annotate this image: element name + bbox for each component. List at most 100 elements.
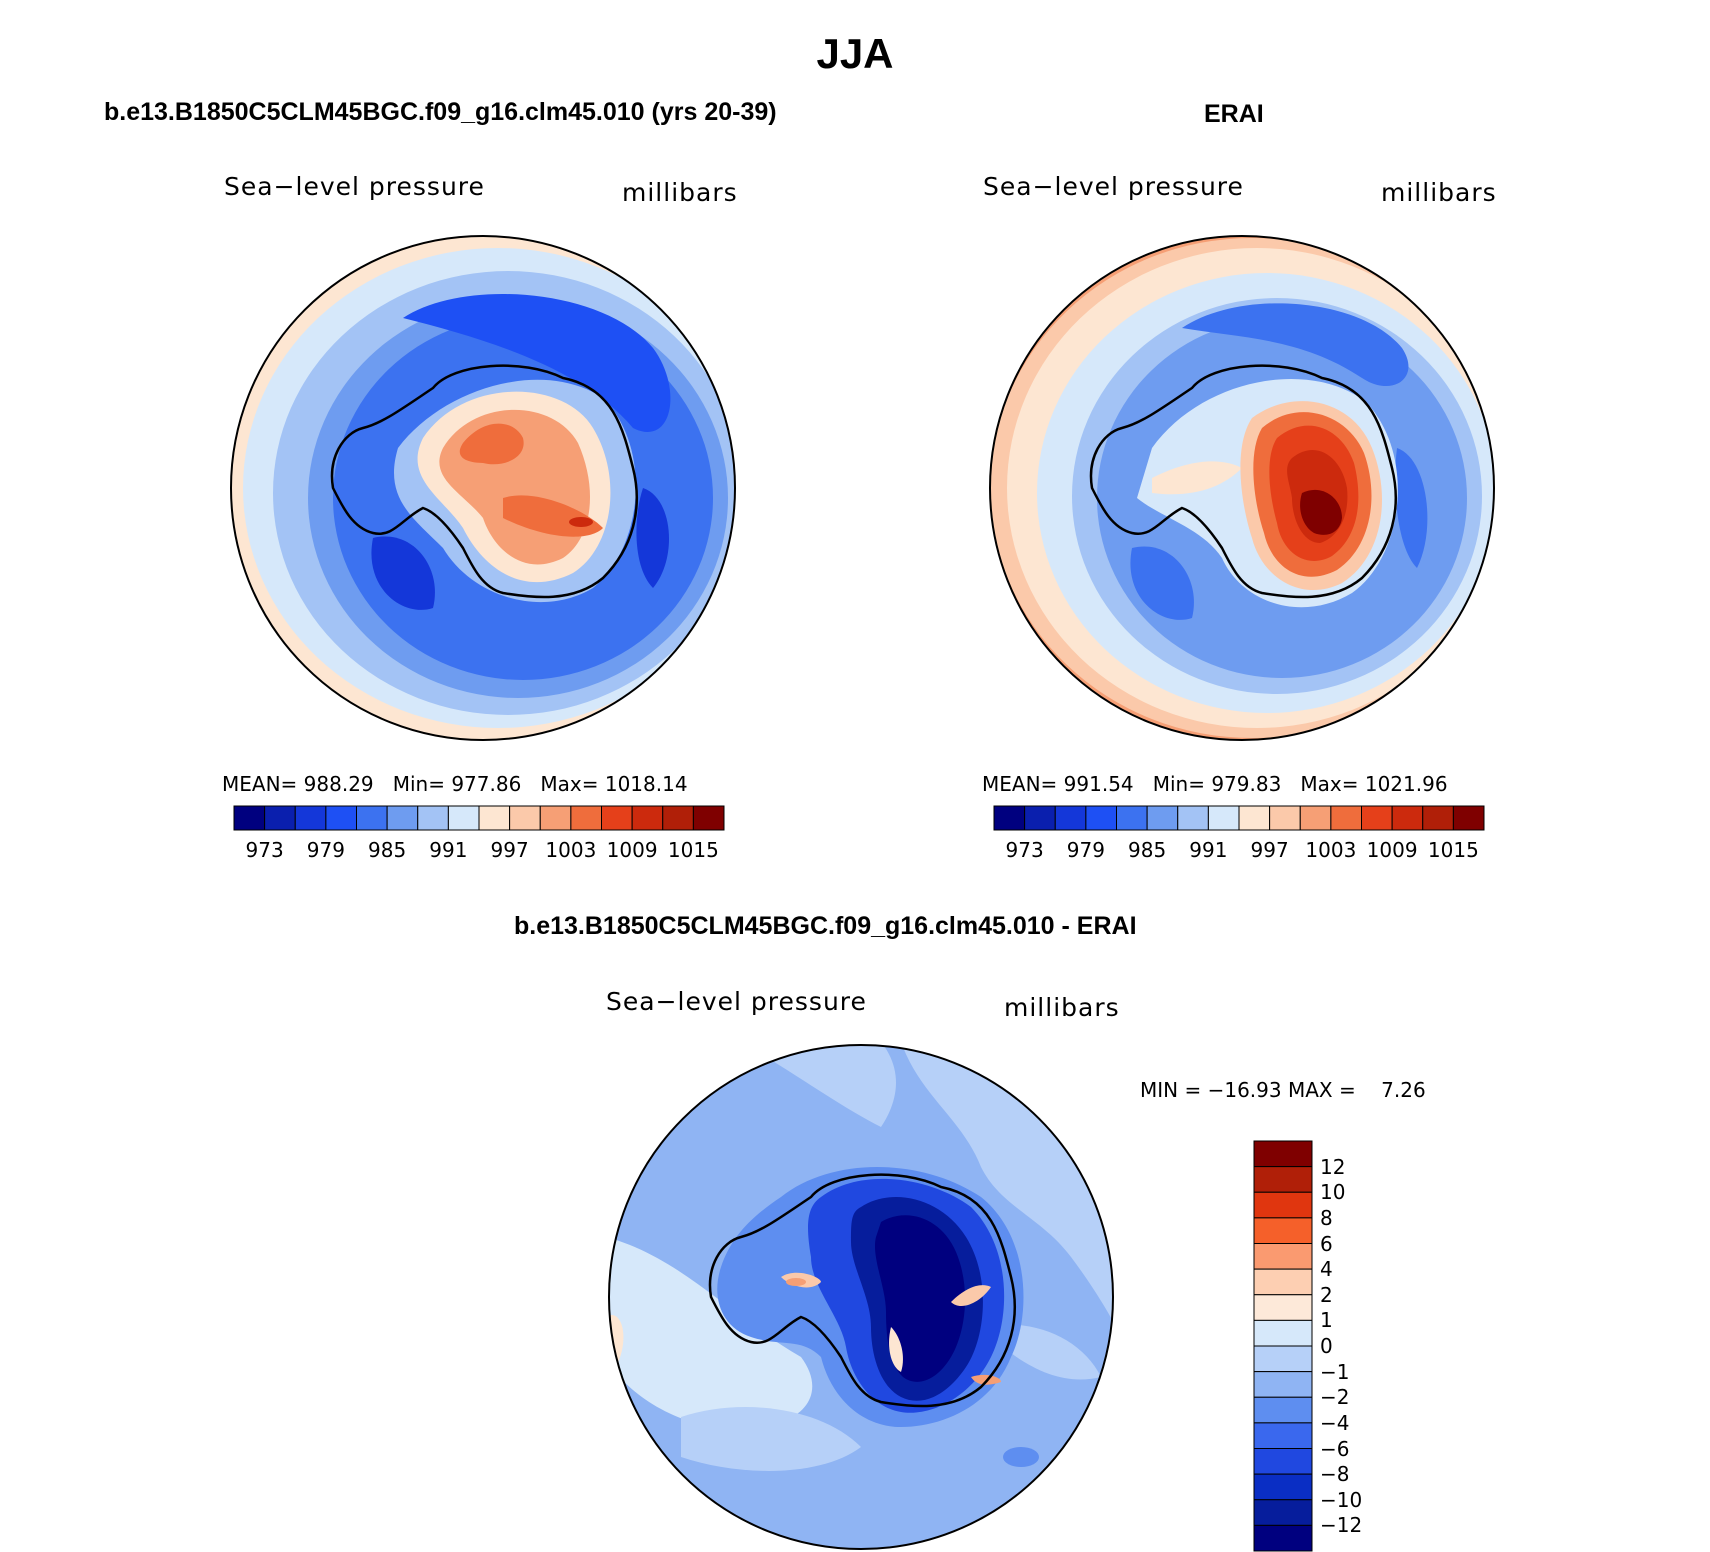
colorbar-tick-label: 973	[1005, 838, 1044, 862]
colorbar-swatch	[447, 805, 480, 831]
colorbar-swatch	[1253, 1217, 1313, 1244]
colorbar-swatch	[1253, 1294, 1313, 1321]
colorbar-swatch	[478, 805, 511, 831]
colorbar-tick-label: 1003	[545, 838, 597, 862]
colorbar-tick-label: −2	[1320, 1385, 1350, 1410]
colorbar-tick-label: −1	[1320, 1359, 1350, 1384]
colorbar-swatch	[1177, 805, 1209, 831]
colorbar-tick-label: 979	[1066, 838, 1105, 862]
colorbar-swatch	[417, 805, 449, 831]
units-label-obs: millibars	[1381, 178, 1497, 207]
variable-label-obs: Sea−level pressure	[983, 172, 1244, 201]
colorbar-tick-label: 991	[1189, 838, 1228, 862]
colorbar-swatch	[1253, 1345, 1313, 1373]
colorbar-tick-label: 997	[1250, 838, 1289, 862]
colorbar-tick-label: 12	[1320, 1154, 1346, 1179]
colorbar-tick-label: −12	[1320, 1513, 1363, 1538]
colorbar-swatch	[1253, 1396, 1313, 1424]
colorbar-tick-label: 1003	[1305, 838, 1357, 862]
panel-title-obs: ERAI	[1204, 100, 1264, 128]
colorbar-swatch	[1391, 805, 1424, 831]
colorbar-tick-label: 0	[1320, 1334, 1333, 1358]
colorbar-tick-label: 10	[1320, 1180, 1346, 1205]
colorbar-swatch	[509, 805, 541, 831]
colorbar-obs	[993, 805, 1485, 831]
variable-label-diff: Sea−level pressure	[606, 987, 867, 1016]
colorbar-swatch	[1024, 805, 1056, 831]
stats-obs: MEAN= 991.54 Min= 979.83 Max= 1021.96	[982, 772, 1448, 796]
colorbar-swatch	[1253, 1191, 1313, 1219]
figure-title: JJA	[816, 30, 894, 77]
colorbar-tick-label: 1009	[1366, 838, 1418, 862]
colorbar-swatch	[294, 805, 327, 831]
colorbar-tick-label: −10	[1320, 1487, 1363, 1512]
colorbar-swatch	[1146, 805, 1179, 831]
colorbar-tick-label: −6	[1320, 1436, 1350, 1461]
coastline-model	[330, 364, 638, 599]
colorbar-swatch	[1253, 1524, 1313, 1552]
colorbar-tick-label: 979	[306, 838, 345, 862]
colorbar-model	[233, 805, 725, 831]
colorbar-tick-label: 6	[1320, 1231, 1333, 1256]
colorbar-tick-label: −8	[1320, 1462, 1350, 1487]
colorbar-swatch	[325, 805, 357, 831]
colorbar-swatch	[264, 805, 296, 831]
colorbar-swatch	[1269, 805, 1301, 831]
colorbar-swatch	[1253, 1140, 1313, 1168]
units-label-diff: millibars	[1004, 993, 1120, 1022]
colorbar-tick-label: 991	[429, 838, 468, 862]
colorbar-swatch	[570, 805, 602, 831]
colorbar-swatch	[631, 805, 664, 831]
colorbar-swatch	[1253, 1499, 1313, 1526]
colorbar-swatch	[601, 805, 633, 831]
variable-label-model: Sea−level pressure	[224, 172, 485, 201]
colorbar-ticks-obs: 973 979 985 991 997 1003 1009 1015	[994, 838, 1484, 864]
colorbar-swatch	[1116, 805, 1148, 831]
colorbar-swatch	[1253, 1166, 1313, 1193]
pressure-field-model	[231, 236, 735, 740]
stats-model: MEAN= 988.29 Min= 977.86 Max= 1018.14	[222, 772, 688, 796]
colorbar-swatch	[1238, 805, 1271, 831]
colorbar-swatch	[1299, 805, 1332, 831]
colorbar-swatch	[1054, 805, 1087, 831]
panel-title-diff: b.e13.B1850C5CLM45BGC.f09_g16.clm45.010 …	[514, 912, 1137, 940]
colorbar-swatch	[1253, 1243, 1313, 1270]
pressure-field-obs	[990, 236, 1494, 740]
pressure-diff-field	[609, 1045, 1113, 1549]
colorbar-tick-label: 8	[1320, 1205, 1333, 1230]
colorbar-tick-label: 997	[490, 838, 529, 862]
colorbar-tick-label: 973	[245, 838, 284, 862]
colorbar-swatch	[1085, 805, 1117, 831]
colorbar-swatch	[662, 805, 694, 831]
colorbar-swatch	[539, 805, 572, 831]
colorbar-swatch	[1253, 1473, 1313, 1501]
colorbar-diff	[1253, 1140, 1313, 1552]
colorbar-swatch	[1422, 805, 1454, 831]
colorbar-tick-label: −4	[1320, 1410, 1350, 1435]
coastline-obs	[1089, 364, 1397, 599]
colorbar-swatch	[993, 805, 1026, 831]
colorbar-tick-label: 4	[1320, 1257, 1333, 1282]
colorbar-tick-label: 1015	[1427, 838, 1479, 862]
colorbar-swatch	[233, 805, 266, 831]
colorbar-swatch	[356, 805, 388, 831]
colorbar-swatch	[1452, 805, 1485, 831]
polar-map-model	[230, 235, 736, 741]
colorbar-swatch	[1253, 1422, 1313, 1449]
colorbar-swatch	[1253, 1268, 1313, 1296]
stats-diff: MIN = −16.93 MAX = 7.26	[1140, 1078, 1426, 1102]
polar-map-diff	[608, 1044, 1114, 1550]
colorbar-tick-label: 1	[1320, 1308, 1333, 1333]
colorbar-swatch	[1330, 805, 1362, 831]
colorbar-swatch	[1253, 1371, 1313, 1398]
colorbar-tick-label: 1009	[606, 838, 658, 862]
panel-title-model: b.e13.B1850C5CLM45BGC.f09_g16.clm45.010 …	[104, 98, 777, 126]
coastline-diff	[708, 1173, 1016, 1408]
colorbar-tick-label: 1015	[667, 838, 719, 862]
colorbar-tick-label: 985	[1128, 838, 1167, 862]
colorbar-swatch	[1253, 1319, 1313, 1347]
colorbar-swatch	[1361, 805, 1393, 831]
colorbar-swatch	[1207, 805, 1240, 831]
polar-map-obs	[989, 235, 1495, 741]
colorbar-swatch	[1253, 1448, 1313, 1475]
